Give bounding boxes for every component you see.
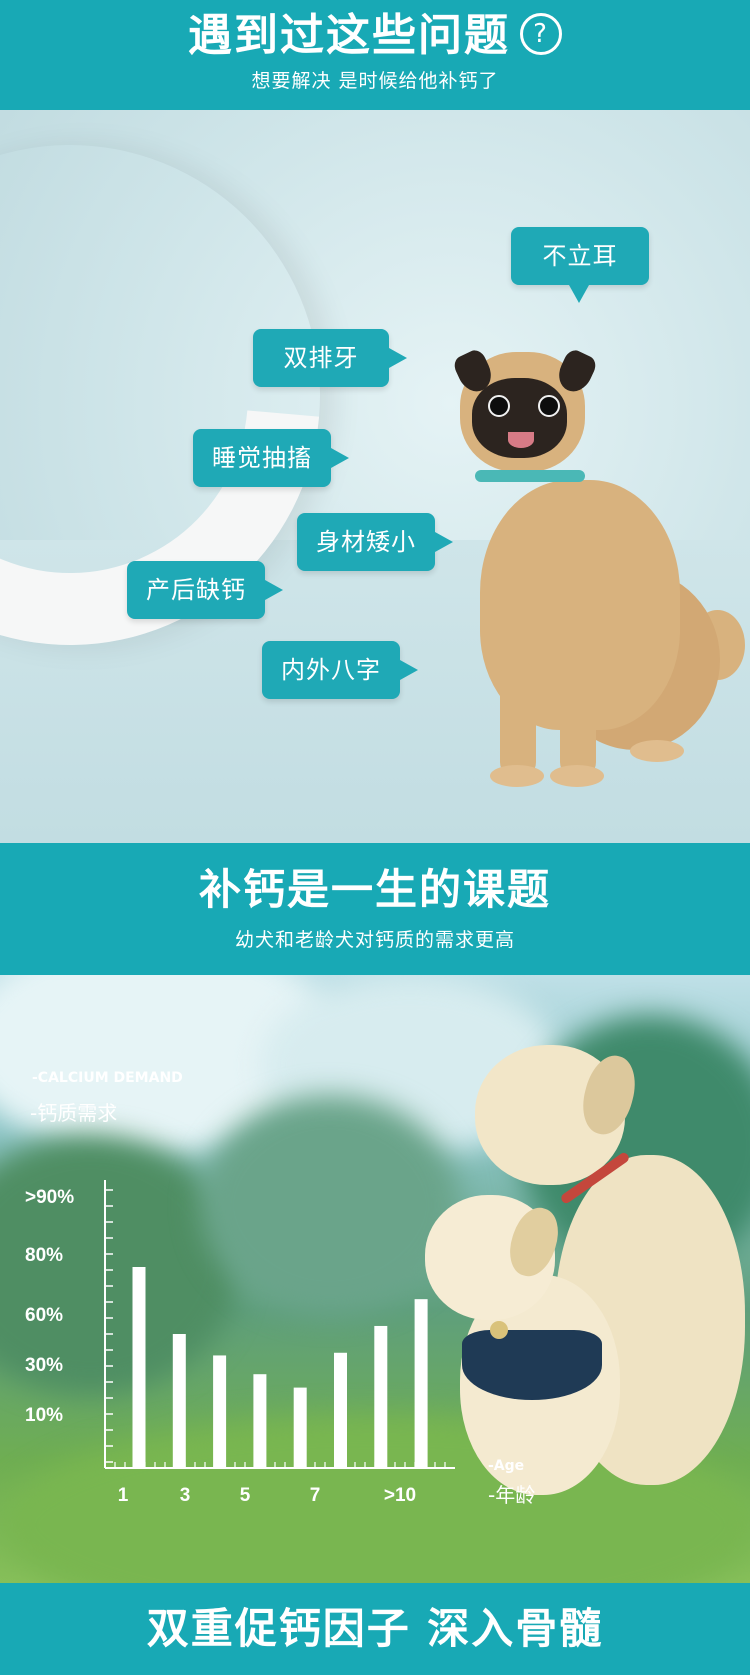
bubble-upright-ears: 不立耳 xyxy=(511,227,649,303)
bubble-sleep-twitch: 睡觉抽搐 xyxy=(193,429,349,487)
lifelong-title: 补钙是一生的课题 xyxy=(198,865,551,914)
bar xyxy=(172,1334,186,1468)
bar xyxy=(334,1352,347,1468)
y-axis-label-en: -CALCIUM DEMAND xyxy=(32,1070,183,1086)
problems-title: 遇到过这些问题? xyxy=(0,10,750,62)
x-tick-label: 7 xyxy=(310,1485,321,1506)
calcium-demand-chart-scene: -CALCIUM DEMAND -钙质需求 -Age -年龄 >90% 80% 60… xyxy=(0,975,750,1583)
problems-title-text: 遇到过这些问题 xyxy=(188,10,510,61)
y-tick-label: >90% xyxy=(25,1187,74,1208)
x-tick-label: 1 xyxy=(118,1485,129,1506)
problems-subtitle: 想要解决 是时候给他补钙了 xyxy=(251,70,499,92)
x-tick-label: 3 xyxy=(180,1485,191,1506)
y-tick-label: 60% xyxy=(25,1305,63,1326)
collar xyxy=(475,470,585,482)
y-tick-label: 30% xyxy=(25,1355,63,1376)
y-axis-label-cn: -钙质需求 xyxy=(30,1101,118,1125)
bubble-postpartum-calcium: 产后缺钙 xyxy=(127,561,283,619)
bar xyxy=(253,1374,267,1468)
bar xyxy=(374,1325,388,1468)
x-tick-label: 5 xyxy=(240,1485,251,1506)
header-band-bone: 双重促钙因子 深入骨髓 xyxy=(0,1583,750,1675)
bar xyxy=(213,1355,227,1468)
x-tick-label: >10 xyxy=(384,1485,416,1506)
calcium-demand-bar-chart: >90% 80% 60% 30% 10% 1 3 5 7 >10 xyxy=(25,1180,455,1506)
bubble-short-stature: 身材矮小 xyxy=(297,513,453,571)
bubble-leg-deformity: 内外八字 xyxy=(262,641,418,699)
bone-title: 双重促钙因子 深入骨髓 xyxy=(146,1604,604,1653)
header-band-problems: 遇到过这些问题? 想要解决 是时候给他补钙了 xyxy=(0,0,750,110)
bar xyxy=(414,1299,428,1468)
header-band-lifelong: 补钙是一生的课题 幼犬和老龄犬对钙质的需求更高 xyxy=(0,843,750,975)
x-axis-label-cn: -年龄 xyxy=(488,1483,536,1507)
pug-dog-image xyxy=(420,340,750,820)
bar xyxy=(132,1267,146,1468)
question-icon: ? xyxy=(520,13,562,55)
y-tick-label: 10% xyxy=(25,1405,63,1426)
x-axis-label-en: -Age xyxy=(488,1458,525,1474)
y-tick-label: 80% xyxy=(25,1245,63,1266)
bar xyxy=(293,1387,307,1468)
lifelong-subtitle: 幼犬和老龄犬对钙质的需求更高 xyxy=(234,929,515,951)
bubble-double-teeth: 双排牙 xyxy=(253,329,407,387)
pug-photo-scene: 不立耳 双排牙 睡觉抽搐 身材矮小 产后缺钙 内外八字 xyxy=(0,110,750,843)
